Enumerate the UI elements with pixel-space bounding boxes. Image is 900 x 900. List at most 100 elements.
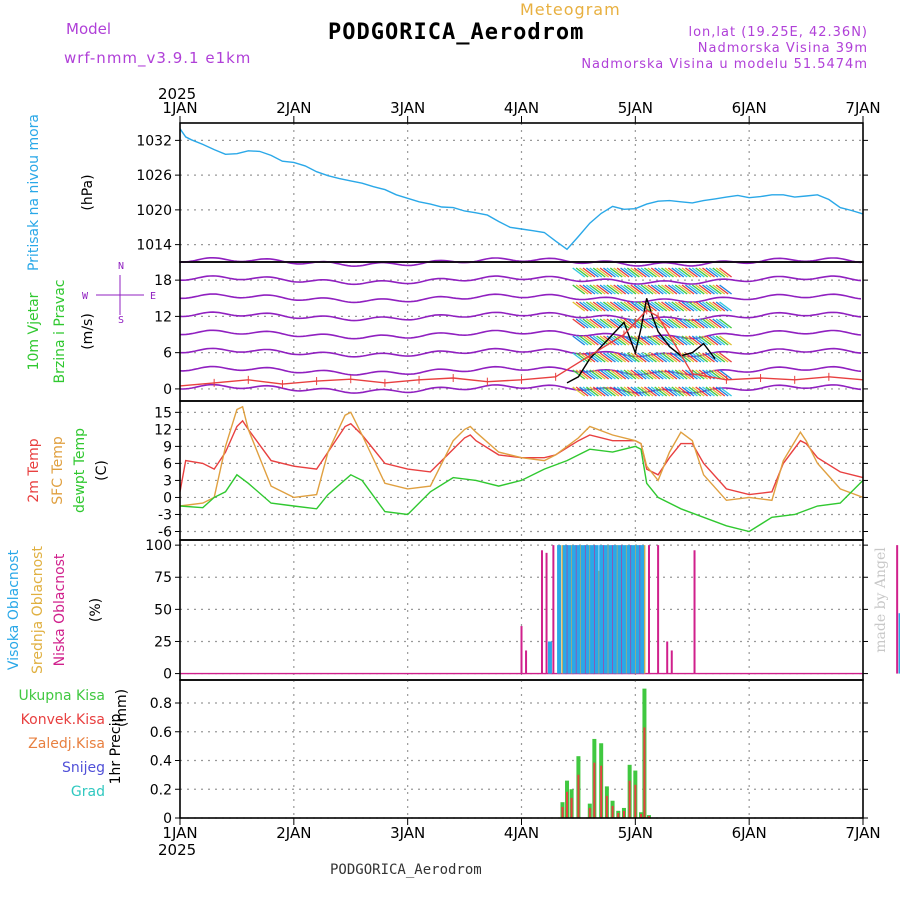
wind-barb-row <box>180 275 862 286</box>
wind-barb <box>681 301 695 312</box>
cloud-bar-high <box>898 613 900 674</box>
wind-barb <box>575 352 589 363</box>
wind-barb <box>715 352 729 363</box>
wind-barb-row <box>180 293 862 304</box>
panel-unit: (hPa) <box>80 174 96 210</box>
wind-barb <box>702 318 715 329</box>
wind-barb <box>585 318 599 329</box>
panel-unit: (m/s) <box>80 313 96 350</box>
wind-barb <box>644 267 657 278</box>
wind-barb <box>650 352 664 363</box>
cloud-bar-mid <box>579 545 582 674</box>
wind-barb <box>664 352 678 363</box>
wind-barb <box>582 369 596 380</box>
wind-barb <box>688 352 702 363</box>
wind-barb <box>637 369 651 380</box>
wind-barb <box>630 369 644 380</box>
compass-n: N <box>118 261 124 272</box>
panel-unit: (C) <box>94 460 110 481</box>
wind-barb <box>599 369 613 380</box>
wind-barb <box>708 318 722 329</box>
cloud-bar-high <box>635 545 640 674</box>
x-tick-label-bottom: 4JAN <box>504 824 539 842</box>
panel-frame <box>179 122 864 263</box>
wind-barb <box>661 352 674 363</box>
y-tick-label: 100 <box>145 538 172 554</box>
wind-barb <box>585 386 599 397</box>
wind-barb <box>647 267 661 278</box>
wind-barb <box>664 369 678 380</box>
wind-barb <box>657 301 671 312</box>
wind-barb <box>603 301 616 312</box>
precip-legend-item: Snijeg <box>62 760 105 776</box>
wind-barb <box>609 335 623 346</box>
wind-barb <box>688 386 702 397</box>
wind-barb <box>715 267 729 278</box>
wind-barb <box>626 301 640 312</box>
wind-barb <box>698 386 712 397</box>
wind-barb <box>589 335 603 346</box>
y-tick-label: 0.8 <box>150 696 172 712</box>
wind-barb <box>661 369 674 380</box>
precip-bar-conv <box>600 765 603 818</box>
wind-barb <box>661 335 674 346</box>
panel-pressure: 1014 1020 1026 1032 Pritisak na nivou mora (h… <box>26 114 868 271</box>
wind-barb <box>698 284 712 295</box>
wind-barb <box>589 284 603 295</box>
wind-barb <box>671 369 685 380</box>
series-tsfc <box>179 405 864 507</box>
wind-barb <box>606 369 620 380</box>
wind-barb <box>688 267 702 278</box>
wind-barb <box>582 335 596 346</box>
cloud-bar-low <box>584 545 587 674</box>
cloud-bar-low <box>545 552 548 674</box>
wind-barb <box>620 267 633 278</box>
wind-barb <box>626 284 640 295</box>
wind-barb <box>688 335 702 346</box>
wind-barb <box>579 267 592 278</box>
wind-barb <box>708 301 722 312</box>
wind-barb <box>596 318 610 329</box>
wind-barb <box>599 301 613 312</box>
wind-barb <box>691 318 705 329</box>
wind-barb <box>623 369 637 380</box>
wind-barb <box>599 318 613 329</box>
wind-barb <box>637 318 651 329</box>
wind-barb <box>575 386 589 397</box>
y-tick-label: 6 <box>163 456 172 472</box>
wind-barb <box>678 386 692 397</box>
wind-barb <box>633 369 647 380</box>
wind-barb <box>626 352 640 363</box>
wind-barb <box>684 335 698 346</box>
wind-barb <box>589 386 603 397</box>
precip-bar-conv <box>634 784 637 818</box>
wind-barb <box>589 369 603 380</box>
wind-barb <box>712 369 726 380</box>
panel-precip: 0 0.2 0.4 0.6 0.8 Ukupna Kisa Konvek.Kisa Zaled… <box>18 679 868 827</box>
wind-barb <box>589 301 603 312</box>
precip-bar-conv <box>628 780 631 818</box>
cloud-bar-high <box>576 545 581 674</box>
wind-barb <box>623 301 637 312</box>
wind-barb <box>708 267 722 278</box>
cloud-bar-low <box>666 641 669 674</box>
wind-barb <box>599 284 613 295</box>
wind-barb <box>644 386 657 397</box>
wind-barb <box>575 335 589 346</box>
wind-barb <box>596 267 610 278</box>
wind-barb <box>609 284 623 295</box>
wind-barb <box>667 267 681 278</box>
wind-barb <box>592 267 606 278</box>
wind-barb <box>620 335 633 346</box>
precip-bar-conv <box>647 815 650 818</box>
wind-barb <box>667 386 681 397</box>
wind-barb <box>681 318 695 329</box>
wind-barb <box>691 386 705 397</box>
station-title: PODGORICA_Aerodrom <box>328 20 585 45</box>
wind-barb <box>647 335 661 346</box>
wind-barb <box>606 352 620 363</box>
wind-barb <box>620 284 633 295</box>
wind-barb <box>684 318 698 329</box>
wind-barb <box>637 386 651 397</box>
wind-barb <box>654 301 668 312</box>
